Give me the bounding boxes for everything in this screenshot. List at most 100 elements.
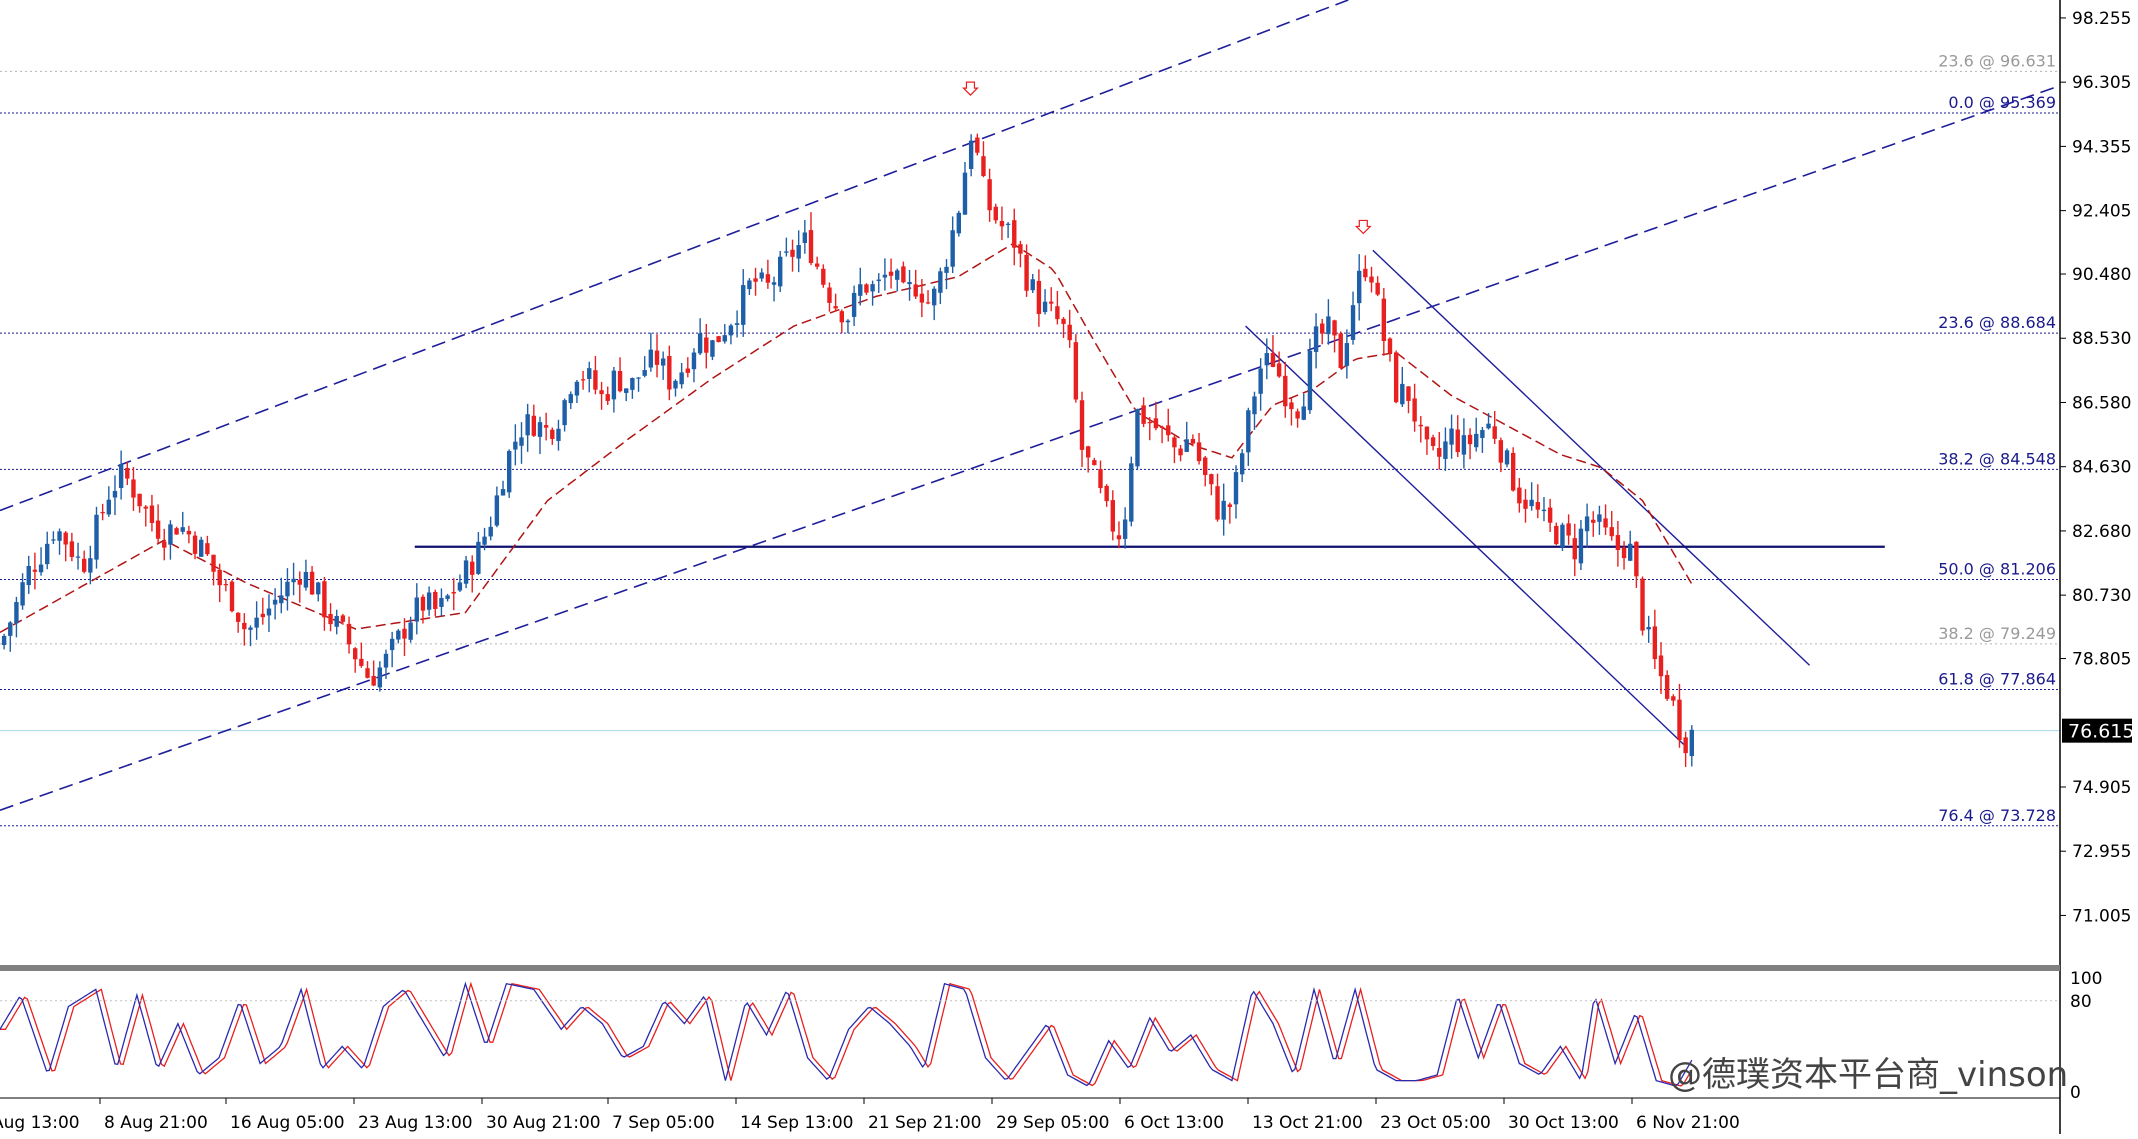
candle-body xyxy=(1356,270,1362,304)
candle-body xyxy=(1129,463,1134,522)
candle-body xyxy=(1474,433,1479,448)
candle-body xyxy=(1012,220,1017,248)
candle-body xyxy=(925,302,931,304)
candle-body xyxy=(38,564,44,573)
price-tick-label: 90.480 xyxy=(2072,265,2131,285)
candle-body xyxy=(1535,502,1541,510)
time-tick-label: 6 Oct 13:00 xyxy=(1124,1113,1224,1133)
candle-body xyxy=(1554,525,1559,545)
trend-channel-upper xyxy=(0,0,1349,512)
candle-body xyxy=(186,530,192,535)
candle-body xyxy=(814,263,820,267)
candle-body xyxy=(1301,406,1306,420)
candle-body xyxy=(1375,282,1380,295)
candle-body xyxy=(771,282,777,285)
time-tick-label: 29 Sep 05:00 xyxy=(996,1113,1109,1133)
watermark: @德璞资本平台商_vinson xyxy=(1668,1055,2068,1095)
candle-body xyxy=(476,541,481,574)
candle-body xyxy=(1332,320,1337,336)
candle-body xyxy=(118,464,124,488)
candle-body xyxy=(1628,543,1633,561)
candle-body xyxy=(1049,301,1054,304)
candle-body xyxy=(1350,305,1356,340)
candle-body xyxy=(1,635,7,646)
candle-body xyxy=(1258,368,1263,394)
time-tick-label: 16 Aug 05:00 xyxy=(230,1113,345,1133)
candle-body xyxy=(901,266,906,283)
candle-body xyxy=(248,627,253,630)
candle-body xyxy=(913,284,918,297)
candle-body xyxy=(1073,342,1079,400)
candle-body xyxy=(624,388,629,393)
price-tick-label: 78.805 xyxy=(2072,650,2131,670)
candle-body xyxy=(131,479,136,498)
time-tick-label: 21 Sep 21:00 xyxy=(868,1113,981,1133)
time-tick-label: 13 Oct 21:00 xyxy=(1252,1113,1363,1133)
candle-body xyxy=(599,390,604,395)
candle-body xyxy=(168,524,173,545)
candle-body xyxy=(1517,487,1522,504)
candle-body xyxy=(1110,500,1116,532)
candle-body xyxy=(1344,343,1350,366)
candle-body xyxy=(260,613,266,618)
candle-body xyxy=(1615,535,1621,551)
candle-body xyxy=(1147,422,1152,424)
candle-body xyxy=(716,336,721,343)
candle-body xyxy=(100,512,105,514)
watermark-text: @德璞资本平台商_vinson xyxy=(1668,1055,2068,1095)
candle-body xyxy=(285,581,290,597)
candle-body xyxy=(574,381,580,396)
candle-body xyxy=(660,358,666,366)
candle-body xyxy=(1079,400,1085,450)
price-tick-label: 72.955 xyxy=(2072,842,2131,862)
candle-body xyxy=(1430,437,1436,446)
candle-body xyxy=(494,495,500,526)
candle-body xyxy=(303,571,309,588)
candle-body xyxy=(1135,409,1140,467)
candle-body xyxy=(1141,405,1146,424)
candle-body xyxy=(777,256,783,287)
price-tick-label: 82.680 xyxy=(2072,522,2131,542)
candle-body xyxy=(1098,469,1103,489)
candle-body xyxy=(882,274,888,278)
candle-body xyxy=(605,394,610,401)
candle-body xyxy=(1393,352,1399,403)
candle-body xyxy=(944,266,949,273)
candle-body xyxy=(211,554,216,572)
candle-body xyxy=(642,369,647,376)
pane-separator xyxy=(0,965,2060,971)
candle-body xyxy=(617,371,623,392)
candle-body xyxy=(931,288,937,306)
falling-channel-upper xyxy=(1372,249,1810,666)
falling-channel-lower xyxy=(1245,325,1685,745)
candle-body xyxy=(1116,535,1122,540)
candle-body xyxy=(143,506,148,509)
candle-body xyxy=(45,543,50,565)
candle-body xyxy=(1363,268,1368,278)
candle-body xyxy=(272,599,278,605)
candle-body xyxy=(1572,538,1577,560)
candle-body xyxy=(328,613,333,625)
candle-body xyxy=(463,560,469,584)
price-tick-label: 80.730 xyxy=(2072,586,2131,606)
candle-body xyxy=(1338,333,1343,369)
candle-body xyxy=(445,595,450,599)
stochastic-oscillator: 100 80 0 xyxy=(0,969,2102,1103)
candle-body xyxy=(1510,452,1516,491)
candle-body xyxy=(266,608,272,616)
candle-body xyxy=(1030,279,1035,291)
candle-body xyxy=(895,270,900,280)
candle-body xyxy=(112,490,118,498)
trend-channel-lines[interactable] xyxy=(0,0,2061,811)
candle-body xyxy=(1270,352,1276,367)
candle-body xyxy=(1541,509,1547,512)
candle-body xyxy=(1024,254,1029,291)
candle-body xyxy=(174,528,179,535)
candle-body xyxy=(500,489,506,496)
candle-body xyxy=(648,349,654,368)
time-tick-label: Aug 13:00 xyxy=(0,1113,80,1133)
candle-body xyxy=(488,526,493,537)
candle-body xyxy=(938,271,943,293)
